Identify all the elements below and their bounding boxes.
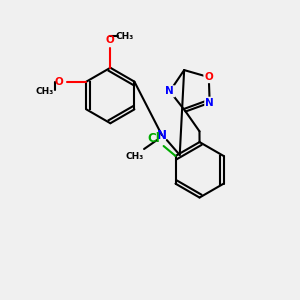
Text: O: O bbox=[204, 72, 213, 82]
Text: CH₃: CH₃ bbox=[36, 87, 54, 96]
Text: N: N bbox=[157, 129, 167, 142]
Text: O: O bbox=[54, 76, 63, 87]
Text: N: N bbox=[166, 86, 174, 96]
Text: N: N bbox=[205, 98, 214, 108]
Text: CH₃: CH₃ bbox=[115, 32, 134, 40]
Text: Cl: Cl bbox=[147, 132, 160, 145]
Text: O: O bbox=[106, 35, 115, 45]
Text: CH₃: CH₃ bbox=[125, 152, 143, 161]
